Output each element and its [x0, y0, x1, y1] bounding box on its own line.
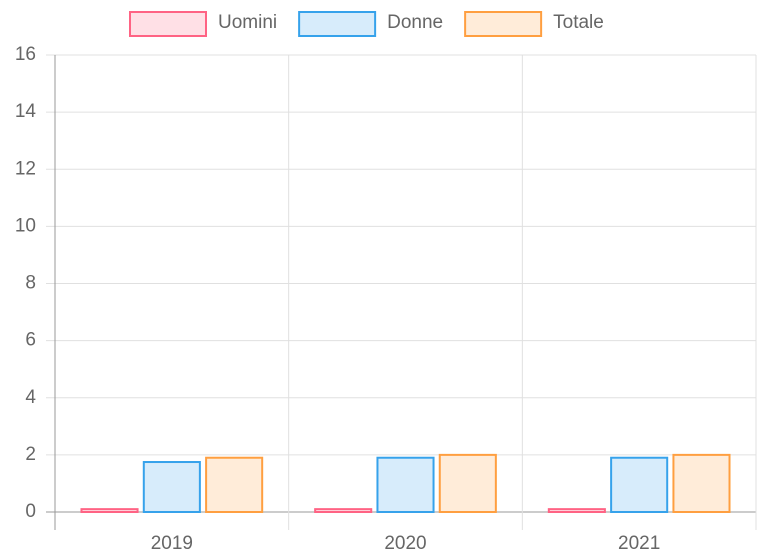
bar [547, 508, 606, 513]
legend-label: Uomini [218, 12, 277, 33]
x-tick-label: 2020 [384, 533, 426, 554]
y-tick-label: 16 [15, 44, 36, 65]
bar [142, 461, 201, 513]
y-tick-label: 8 [25, 273, 36, 294]
y-tick-label: 14 [15, 101, 37, 122]
bar [80, 508, 139, 513]
y-tick-label: 12 [15, 158, 36, 179]
legend-label: Donne [387, 12, 443, 33]
y-tick-label: 2 [25, 444, 36, 465]
y-tick-label: 4 [25, 387, 36, 408]
legend-swatch [464, 11, 543, 37]
y-tick-label: 6 [25, 330, 36, 351]
bar [314, 508, 373, 513]
legend-swatch [129, 11, 207, 37]
x-tick-label: 2021 [618, 533, 660, 554]
bar [438, 453, 497, 513]
bar [672, 453, 731, 513]
bar [205, 456, 264, 514]
legend-swatch [298, 11, 377, 37]
y-tick-label: 0 [25, 501, 36, 522]
bar [376, 456, 435, 514]
y-tick-label: 10 [15, 215, 36, 236]
bar [610, 456, 669, 514]
x-tick-label: 2019 [151, 533, 193, 554]
legend-label: Totale [553, 12, 604, 33]
